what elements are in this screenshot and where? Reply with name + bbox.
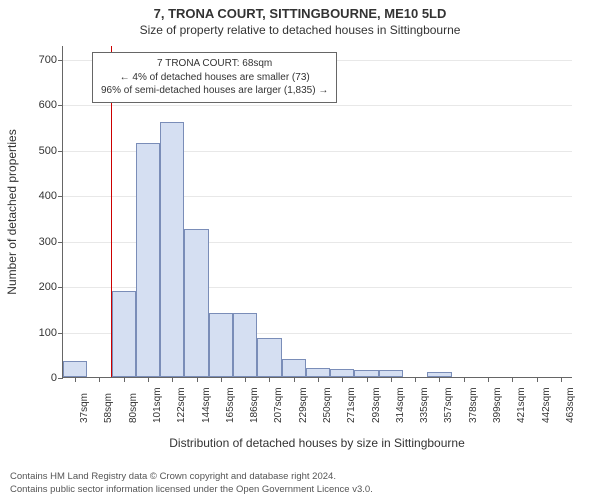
histogram-bar — [160, 122, 184, 377]
x-tick — [221, 377, 222, 382]
x-tick-label: 207sqm — [273, 387, 284, 423]
y-tick-label: 200 — [39, 281, 57, 293]
x-tick-label: 250sqm — [322, 387, 333, 423]
x-tick — [367, 377, 368, 382]
y-tick — [58, 378, 63, 379]
x-tick — [439, 377, 440, 382]
y-tick — [58, 151, 63, 152]
x-tick — [537, 377, 538, 382]
info-box: 7 TRONA COURT: 68sqm ← 4% of detached ho… — [92, 52, 337, 103]
info-line-1: 7 TRONA COURT: 68sqm — [101, 57, 328, 71]
y-tick-label: 0 — [51, 372, 57, 384]
x-tick-label: 101sqm — [152, 387, 163, 423]
footer-line-1: Contains HM Land Registry data © Crown c… — [10, 471, 590, 483]
y-tick-label: 100 — [39, 327, 57, 339]
y-tick-label: 300 — [39, 236, 57, 248]
x-tick — [269, 377, 270, 382]
y-tick — [58, 196, 63, 197]
histogram-bar — [136, 143, 160, 377]
x-tick-label: 399sqm — [492, 387, 503, 423]
x-tick-label: 144sqm — [201, 387, 212, 423]
x-tick — [172, 377, 173, 382]
x-tick — [561, 377, 562, 382]
x-tick — [391, 377, 392, 382]
histogram-bar — [306, 368, 330, 377]
x-tick — [512, 377, 513, 382]
y-tick — [58, 333, 63, 334]
x-tick — [124, 377, 125, 382]
y-tick — [58, 105, 63, 106]
y-tick — [58, 242, 63, 243]
y-tick — [58, 287, 63, 288]
y-tick — [58, 60, 63, 61]
histogram-bar — [63, 361, 87, 377]
chart-container: 7, TRONA COURT, SITTINGBOURNE, ME10 5LD … — [0, 0, 600, 500]
x-tick-label: 314sqm — [395, 387, 406, 423]
footer-line-2: Contains public sector information licen… — [10, 484, 590, 496]
histogram-bar — [209, 313, 233, 377]
x-tick — [294, 377, 295, 382]
histogram-bar — [354, 370, 378, 377]
y-axis-label: Number of detached properties — [5, 129, 19, 294]
x-tick — [197, 377, 198, 382]
x-tick-label: 335sqm — [419, 387, 430, 423]
histogram-bar — [233, 313, 257, 377]
y-tick-label: 600 — [39, 99, 57, 111]
info-line-3: 96% of semi-detached houses are larger (… — [101, 84, 328, 98]
x-tick-label: 80sqm — [128, 393, 139, 423]
x-tick-label: 271sqm — [346, 387, 357, 423]
x-tick — [342, 377, 343, 382]
histogram-bar — [379, 370, 403, 377]
x-tick — [488, 377, 489, 382]
x-tick — [318, 377, 319, 382]
chart-title-main: 7, TRONA COURT, SITTINGBOURNE, ME10 5LD — [0, 0, 600, 21]
x-tick-label: 186sqm — [249, 387, 260, 423]
x-tick — [415, 377, 416, 382]
x-tick-label: 58sqm — [103, 393, 114, 423]
x-tick — [99, 377, 100, 382]
y-tick-label: 700 — [39, 54, 57, 66]
x-tick-label: 357sqm — [443, 387, 454, 423]
x-tick-label: 293sqm — [371, 387, 382, 423]
x-tick-label: 378sqm — [468, 387, 479, 423]
x-tick-label: 463sqm — [565, 387, 576, 423]
info-line-2: ← 4% of detached houses are smaller (73) — [101, 71, 328, 85]
histogram-bar — [257, 338, 281, 377]
histogram-bar — [282, 359, 306, 377]
chart-title-sub: Size of property relative to detached ho… — [0, 21, 600, 37]
x-tick — [245, 377, 246, 382]
x-tick-label: 37sqm — [79, 393, 90, 423]
x-tick — [464, 377, 465, 382]
footer: Contains HM Land Registry data © Crown c… — [10, 471, 590, 496]
x-tick — [148, 377, 149, 382]
histogram-bar — [330, 369, 354, 377]
x-tick-label: 442sqm — [541, 387, 552, 423]
x-tick-label: 421sqm — [516, 387, 527, 423]
histogram-bar — [112, 291, 136, 377]
x-tick-label: 122sqm — [176, 387, 187, 423]
x-tick-label: 229sqm — [298, 387, 309, 423]
y-tick-label: 400 — [39, 190, 57, 202]
grid-line — [63, 105, 572, 106]
y-tick-label: 500 — [39, 145, 57, 157]
x-axis-label: Distribution of detached houses by size … — [62, 436, 572, 450]
x-tick-label: 165sqm — [225, 387, 236, 423]
x-tick — [75, 377, 76, 382]
histogram-bar — [184, 229, 208, 377]
